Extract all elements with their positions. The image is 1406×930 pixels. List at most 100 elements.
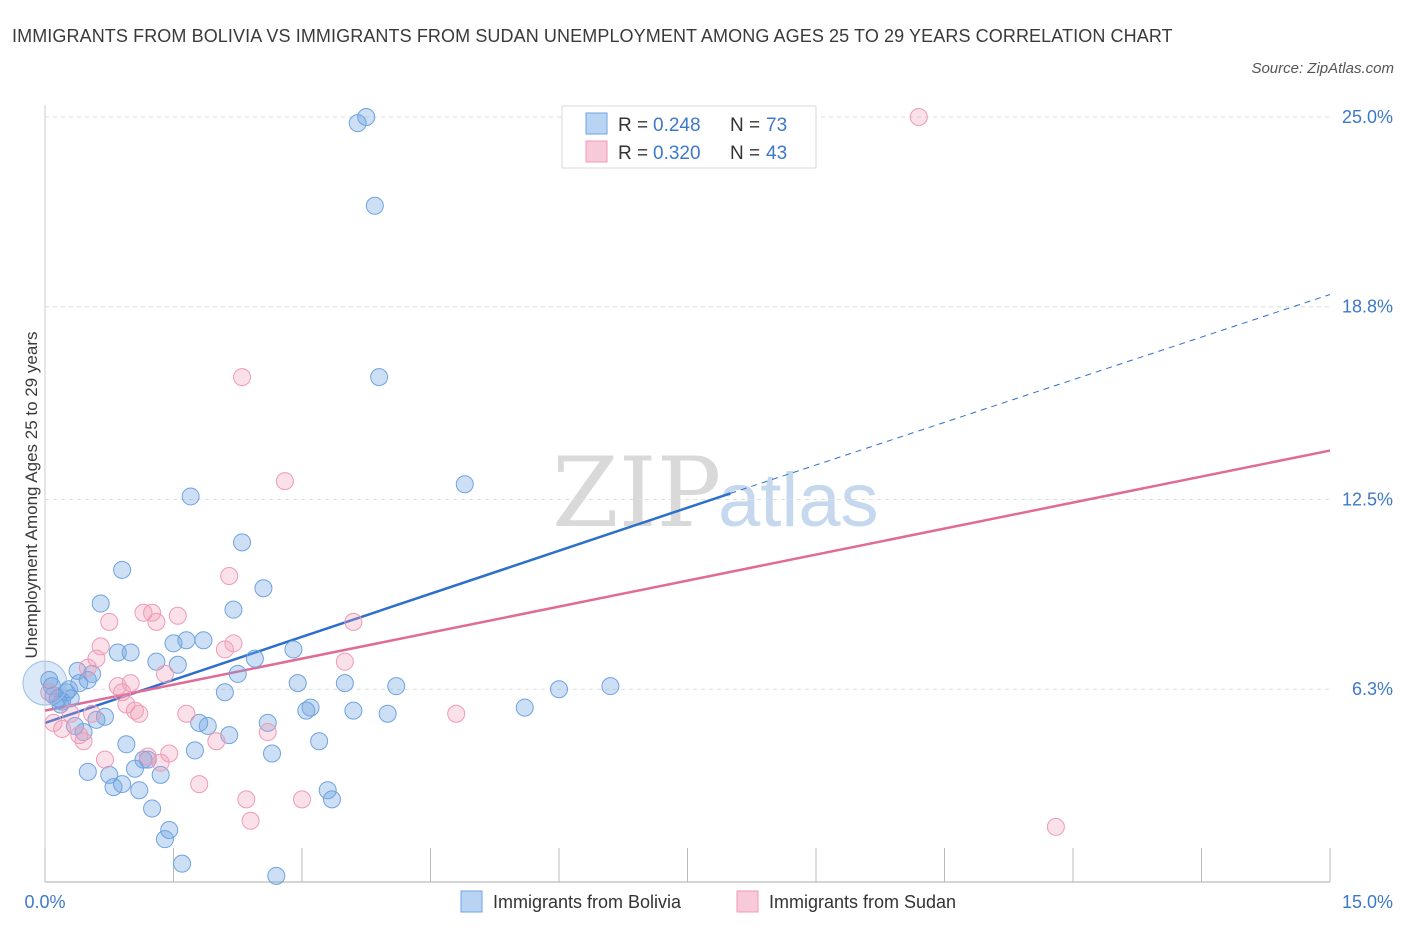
bolivia-point-39 [198,716,217,735]
bolivia-point-34 [177,631,196,650]
bolivia-point-66 [515,698,534,717]
bolivia-point-68 [601,677,620,696]
bolivia-point-45 [245,649,264,668]
sudan-point-37 [293,790,311,809]
bolivia-cluster-point [22,660,68,706]
sudan-point-41 [909,108,928,126]
series-legend: Immigrants from Bolivia Immigrants from … [460,890,956,913]
legend-n-value-bolivia: 73 [766,115,787,136]
sudan-point-3 [61,704,80,723]
bolivia-point-61 [365,196,384,215]
watermark-zip: ZIP [552,437,721,549]
bolivia-point-46 [254,579,273,598]
bolivia-point-56 [322,790,341,809]
sudan-point-39 [344,612,363,631]
bolivia-point-29 [155,830,174,849]
legend-r-value-sudan: 0.320 [653,143,701,164]
bottom-legend-label-bolivia: Immigrants from Bolivia [493,892,682,912]
source-credit: Source: ZipAtlas.com [1251,60,1394,77]
bottom-legend-label-sudan: Immigrants from Sudan [769,892,956,912]
legend-swatch-sudan [585,140,608,163]
tick-labels: 6.3% 12.5% 18.8% 25.0% 0.0% 15.0% [24,107,1393,912]
x-tick-label-1: 15.0% [1342,892,1393,912]
chart-title: IMMIGRANTS FROM BOLIVIA VS IMMIGRANTS FR… [12,26,1173,46]
sudan-point-9 [91,637,110,656]
sudan-point-0 [40,683,59,702]
bolivia-point-5 [61,689,80,708]
sudan-point-35 [258,723,277,742]
trend-lines [44,294,1331,725]
bolivia-point-43 [228,664,247,683]
y-tick-label-1: 12.5% [1342,490,1393,510]
sudan-point-21 [147,612,166,631]
bolivia-point-70 [51,695,70,714]
bolivia-point-60 [357,108,376,126]
y-tick-label-3: 25.0% [1342,107,1393,127]
legend-n-value-sudan: 43 [766,143,787,164]
bolivia-point-50 [284,640,303,659]
legend-r-label-sudan: R = [618,143,648,164]
legend-swatch-bolivia [585,112,608,135]
sudan-point-24 [160,744,179,763]
legend-n-label-bolivia: N = [730,115,760,136]
bolivia-point-57 [335,674,354,693]
bottom-legend-swatch-bolivia [460,890,483,913]
sudan-point-8 [87,649,106,668]
bolivia-point-47 [258,713,277,732]
bolivia-point-58 [344,701,363,720]
bolivia-trend-line [44,492,731,725]
bolivia-point-10 [78,762,97,781]
bolivia-point-28 [151,765,170,784]
bolivia-point-51 [288,674,307,693]
sudan-point-36 [275,472,294,491]
bolivia-point-63 [378,704,397,723]
bolivia-point-21 [121,643,140,662]
bolivia-point-42 [224,600,243,619]
correlation-legend: R = 0.248 N = 73 R = 0.320 N = 43 [561,105,817,169]
bolivia-point-18 [113,775,132,794]
bolivia-point-17 [108,643,127,662]
sudan-point-28 [207,732,226,751]
bolivia-point-20 [117,735,136,754]
legend-r-label-bolivia: R = [618,115,648,136]
sudan-point-2 [53,720,72,738]
sudan-point-17 [130,704,149,723]
bolivia-point-67 [550,680,568,699]
bolivia-point-35 [181,487,200,506]
sudan-point-20 [143,603,162,622]
bolivia-point-36 [185,741,204,760]
sudan-point-10 [95,750,114,769]
bolivia-point-72 [68,661,87,680]
bolivia-point-62 [370,368,389,387]
bolivia-point-64 [387,677,406,696]
bolivia-point-55 [318,781,337,800]
sudan-point-27 [190,775,209,794]
y-axis-label: Unemployment Among Ages 25 to 29 years [22,332,41,659]
sudan-point-34 [241,811,260,830]
legend-n-label-sudan: N = [730,143,760,164]
sudan-point-25 [168,606,187,625]
bolivia-point-65 [455,475,474,494]
bolivia-point-40 [215,683,234,702]
bolivia-point-53 [301,698,320,717]
sudan-point-7 [83,704,102,723]
bottom-legend-swatch-sudan [736,890,759,913]
sudan-point-38 [335,652,354,671]
y-tick-label-2: 18.8% [1342,297,1393,317]
sudan-trend-line [44,449,1331,712]
y-tick-label-0: 6.3% [1352,679,1393,699]
bolivia-point-33 [173,854,192,873]
sudan-point-11 [100,612,119,631]
sudan-point-30 [220,567,239,585]
bolivia-point-32 [168,655,187,674]
sudan-point-33 [237,790,256,809]
bolivia-point-23 [130,781,149,800]
sudan-point-42 [1046,817,1065,836]
sudan-point-40 [447,704,466,723]
bolivia-point-49 [267,866,286,885]
bolivia-point-38 [194,631,213,650]
data-points [22,108,1065,885]
sudan-point-26 [177,704,196,723]
bolivia-point-26 [143,799,162,818]
